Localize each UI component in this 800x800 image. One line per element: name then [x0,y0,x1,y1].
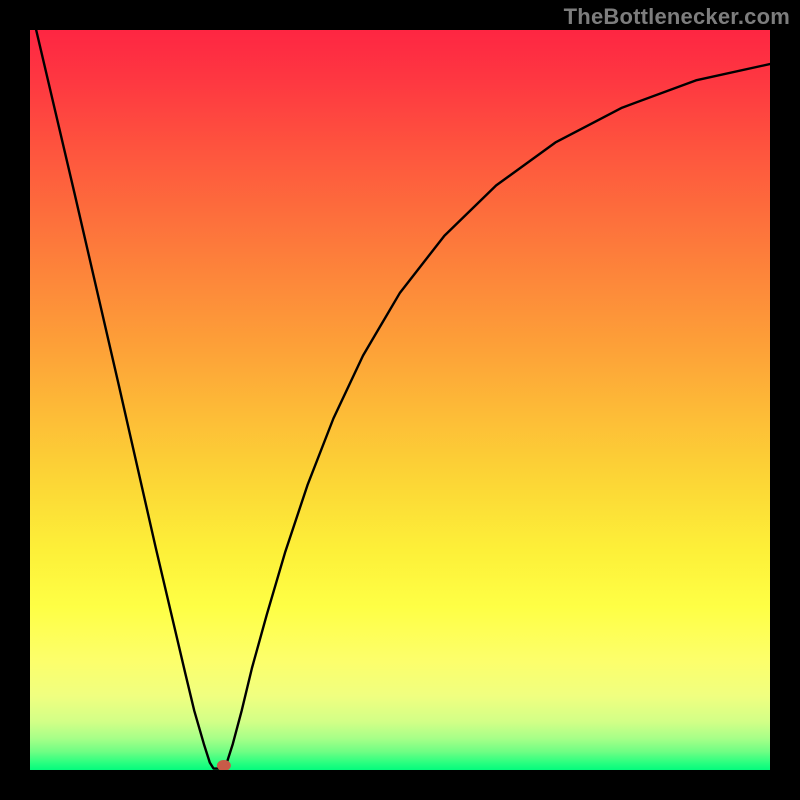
plot-background [30,30,770,770]
optimal-point-marker [217,760,231,771]
chart-stage: TheBottlenecker.com [0,0,800,800]
chart-svg [0,0,800,800]
watermark-text: TheBottlenecker.com [564,4,790,30]
